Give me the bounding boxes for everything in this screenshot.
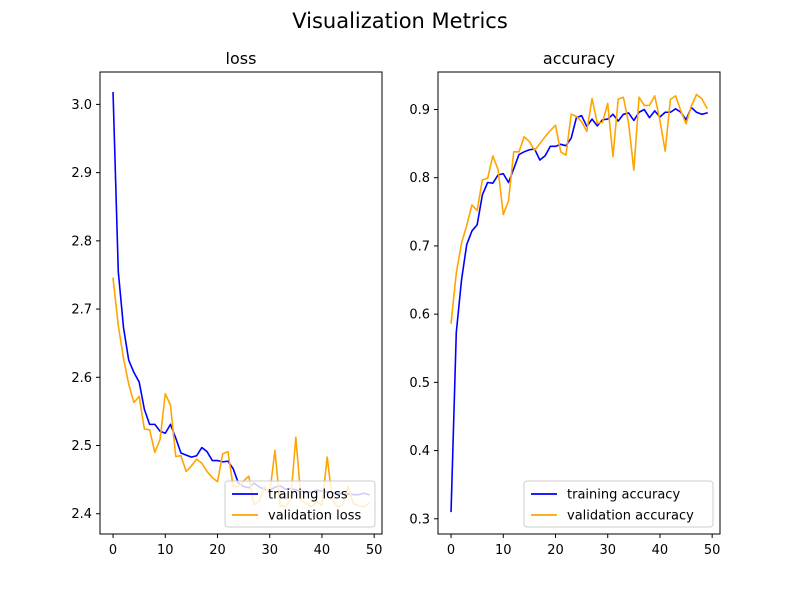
loss-y-tick-label: 3.0	[71, 98, 92, 113]
accuracy-x-tick-label: 20	[547, 543, 564, 558]
loss-plot-area	[100, 72, 382, 534]
loss-chart-title: loss	[226, 49, 257, 68]
accuracy-y-tick-label: 0.5	[409, 376, 430, 391]
accuracy-y-tick-label: 0.4	[409, 444, 430, 459]
accuracy-chart-title: accuracy	[543, 49, 615, 68]
accuracy-series-group	[450, 93, 709, 513]
accuracy-x-tick-label: 50	[704, 543, 721, 558]
loss-x-tick-label: 10	[157, 543, 174, 558]
loss-y-tick-label: 2.6	[71, 371, 92, 386]
loss-y-tick-label: 2.4	[71, 507, 92, 522]
loss-chart-panel: loss 0 10 20 30 40 50 2.4 2.5 2.6 2.7 2.8 2.9 3.0 trai…	[71, 49, 383, 558]
accuracy-plot-area	[438, 72, 720, 534]
training-accuracy-line	[450, 106, 708, 513]
loss-x-tick-label: 40	[314, 543, 331, 558]
accuracy-y-tick-label: 0.3	[409, 512, 430, 527]
loss-y-tick-label: 2.7	[71, 303, 92, 318]
accuracy-x-tick-label: 40	[652, 543, 669, 558]
validation-accuracy-legend-label: validation accuracy	[567, 509, 694, 524]
accuracy-legend-box	[523, 480, 714, 528]
training-accuracy-legend-label: training accuracy	[567, 488, 680, 503]
loss-x-tick-label: 20	[209, 543, 226, 558]
accuracy-legend: training accuracy validation accuracy	[523, 480, 714, 528]
accuracy-y-tick-label: 0.9	[409, 103, 430, 118]
loss-x-tick-label: 50	[366, 543, 383, 558]
validation-accuracy-line	[450, 93, 709, 324]
loss-y-tick-label: 2.9	[71, 166, 92, 181]
validation-loss-legend-label: validation loss	[268, 509, 361, 524]
accuracy-x-tick-label: 10	[495, 543, 512, 558]
accuracy-x-tick-label: 30	[599, 543, 616, 558]
training-loss-legend-label: training loss	[268, 488, 348, 503]
figure-suptitle: Visualization Metrics	[292, 9, 508, 33]
accuracy-y-tick-label: 0.8	[409, 171, 430, 186]
loss-axes-frame	[99, 71, 383, 535]
loss-x-tick-label: 30	[261, 543, 278, 558]
loss-legend-box	[224, 480, 376, 528]
accuracy-y-tick-label: 0.7	[409, 239, 430, 254]
loss-y-tick-label: 2.8	[71, 234, 92, 249]
accuracy-axes-frame	[437, 71, 721, 535]
accuracy-chart-panel: accuracy 0 10 20 30 40 50 0.3 0.4 0.5 0.6 0.7 0.8 0.9…	[409, 49, 721, 558]
loss-legend: training loss validation loss	[224, 480, 376, 528]
accuracy-y-tick-label: 0.6	[409, 308, 430, 323]
loss-y-tick-label: 2.5	[71, 439, 92, 454]
loss-x-tick-label: 0	[109, 543, 117, 558]
accuracy-x-tick-label: 0	[447, 543, 455, 558]
